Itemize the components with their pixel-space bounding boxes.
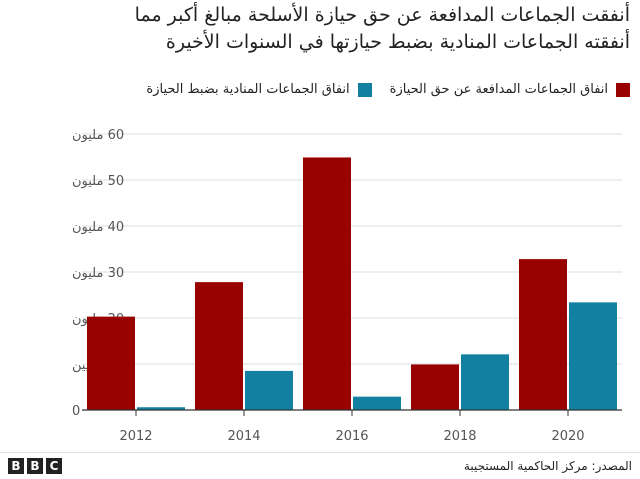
x-tick-label: 2012 [119,429,152,444]
chart-title-line-1: أنفقت الجماعات المدافعة عن حق حيازة الأس… [134,4,630,26]
legend-label-gun-control: انفاق الجماعات المنادية بضبط الحيازة [146,82,350,97]
chart-title: أنفقت الجماعات المدافعة عن حق حيازة الأس… [10,2,630,56]
bbc-logo-letter: B [27,458,43,474]
legend-swatch-pro-gun [616,82,630,97]
footer-divider [0,452,640,453]
bbc-logo-letter: C [46,458,62,474]
x-tick-label: 2018 [443,429,476,444]
bbc-logo-letter: B [8,458,24,474]
bar-gun-control [569,302,617,410]
bbc-logo: B B C [8,458,62,474]
source-note: المصدر: مركز الحاكمية المستجيبة [463,459,632,473]
x-tick-label: 2016 [335,429,368,444]
chart-legend: انفاق الجماعات المدافعة عن حق الحيازة ان… [128,82,630,97]
bar-gun-control [461,354,509,410]
legend-item-gun-control: انفاق الجماعات المنادية بضبط الحيازة [146,82,372,97]
bar-gun-control [353,396,401,410]
chart-title-line-2: أنفقته الجماعات المنادية بضبط حيازتها في… [165,31,630,53]
legend-item-pro-gun: انفاق الجماعات المدافعة عن حق الحيازة [390,82,630,97]
bar-pro-gun [411,364,459,410]
y-tick-label: 60 مليون [72,128,124,143]
legend-label-pro-gun: انفاق الجماعات المدافعة عن حق الحيازة [389,82,608,97]
y-tick-label: 40 مليون [72,220,124,235]
bar-gun-control [245,370,293,410]
bar-pro-gun [519,259,567,410]
bar-pro-gun [303,157,351,410]
y-tick-label: 50 مليون [72,174,124,189]
x-tick-label: 2020 [551,429,584,444]
y-tick-label: 30 مليون [72,266,124,281]
y-tick-label: 0 [72,404,80,419]
bar-gun-control [137,407,185,410]
legend-swatch-gun-control [357,82,372,97]
bar-pro-gun [195,282,243,410]
x-tick-label: 2014 [227,429,260,444]
bar-pro-gun [87,316,135,410]
